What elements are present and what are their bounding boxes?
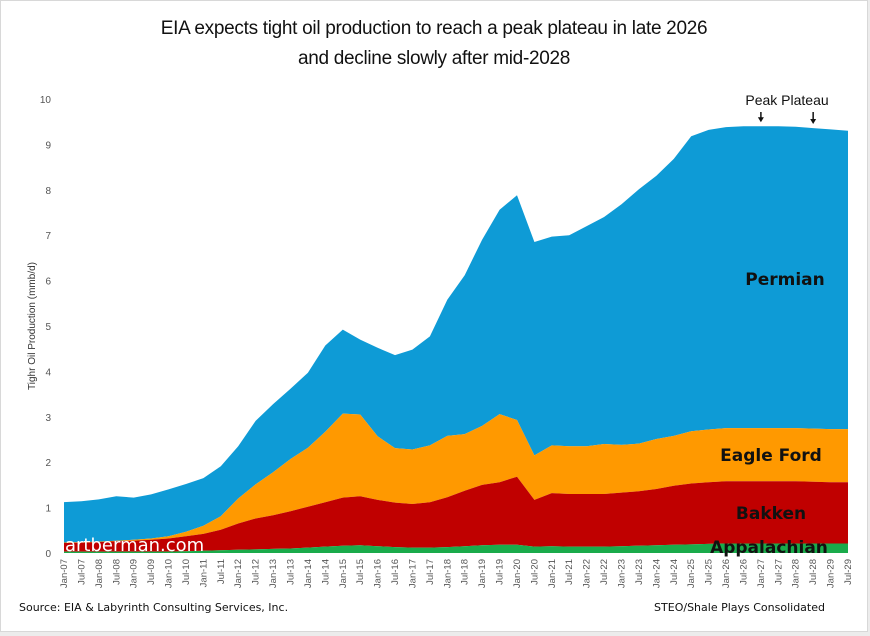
series-label-eagle-ford: Eagle Ford	[720, 446, 822, 466]
x-tick-label: Jan-18	[442, 559, 453, 588]
x-tick-label: Jan-28	[791, 559, 802, 588]
x-tick-label: Jul-24	[669, 559, 680, 585]
x-tick-label: Jan-23	[617, 559, 628, 588]
x-tick-label: Jan-09	[129, 559, 140, 588]
dataset-note: STEO/Shale Plays Consolidated	[654, 601, 825, 614]
x-tick-label: Jul-27	[773, 559, 784, 585]
x-tick-label: Jan-16	[373, 559, 384, 588]
x-tick-label: Jul-13	[285, 559, 296, 585]
x-tick-label: Jul-17	[425, 559, 436, 585]
arrow-head-icon	[810, 119, 817, 125]
x-tick-label: Jan-08	[94, 559, 105, 588]
series-label-appalachian: Appalachian	[710, 538, 828, 558]
x-tick-label: Jul-22	[599, 559, 610, 585]
arrow-head-icon	[757, 117, 764, 123]
y-tick-label: 4	[45, 367, 51, 378]
area-appalachian	[64, 543, 848, 553]
x-tick-label: Jan-22	[582, 559, 593, 588]
x-tick-label: Jan-26	[721, 559, 732, 588]
x-tick-label: Jan-20	[512, 559, 523, 588]
y-axis: 0 1 2 3 4 5 6 7 8 9 10	[40, 95, 52, 560]
x-tick-label: Jan-27	[756, 559, 767, 588]
y-tick-label: 6	[45, 277, 51, 288]
x-tick-label: Jul-18	[460, 559, 471, 585]
x-tick-label: Jan-12	[233, 559, 244, 588]
x-tick-label: Jul-29	[843, 559, 854, 585]
series-label-permian: Permian	[745, 270, 825, 290]
x-tick-label: Jan-14	[303, 559, 314, 588]
x-tick-label: Jul-16	[390, 559, 401, 585]
x-tick-label: Jul-07	[76, 559, 87, 585]
series-labels: Appalachian Bakken Eagle Ford Permian	[710, 270, 828, 558]
x-tick-label: Jan-10	[164, 559, 175, 588]
x-tick-label: Jul-23	[634, 559, 645, 585]
x-tick-label: Jul-26	[738, 559, 749, 585]
x-tick-label: Jul-10	[181, 559, 192, 585]
x-tick-label: Jan-13	[268, 559, 279, 588]
x-tick-label: Jul-21	[564, 559, 575, 585]
x-tick-label: Jul-14	[320, 559, 331, 585]
annotation-text: Peak Plateau	[745, 92, 828, 108]
y-axis-label: Tighr Oil Production (mmb/d)	[27, 262, 38, 390]
watermark: artberman.com	[65, 535, 204, 556]
source-note: Source: EIA & Labyrinth Consulting Servi…	[19, 601, 289, 614]
x-tick-label: Jul-09	[146, 559, 157, 585]
x-tick-label: Jul-15	[355, 559, 366, 585]
x-tick-label: Jul-25	[704, 559, 715, 585]
y-tick-label: 8	[45, 186, 51, 197]
x-tick-label: Jan-07	[59, 559, 70, 588]
y-tick-label: 3	[45, 413, 51, 424]
x-tick-label: Jul-08	[111, 559, 122, 585]
chart-title: EIA expects tight oil production to reac…	[160, 18, 708, 39]
area-permian	[64, 126, 848, 543]
y-tick-label: 0	[45, 549, 51, 560]
area-eagle-ford	[64, 413, 848, 543]
x-tick-label: Jan-24	[651, 559, 662, 588]
series-label-bakken: Bakken	[736, 504, 806, 524]
x-tick-label: Jul-28	[808, 559, 819, 585]
x-tick-label: Jan-19	[477, 559, 488, 588]
x-tick-label: Jul-19	[495, 559, 506, 585]
area-bakken	[64, 476, 848, 552]
x-tick-label: Jul-20	[529, 559, 540, 585]
y-tick-label: 7	[45, 231, 51, 242]
chart-subtitle: and decline slowly after mid-2028	[297, 48, 571, 69]
x-tick-label: Jul-11	[216, 559, 227, 584]
x-tick-label: Jan-11	[198, 559, 209, 587]
x-tick-label: Jan-29	[826, 559, 837, 588]
x-tick-label: Jan-17	[407, 559, 418, 588]
x-axis: Jan-07 Jul-07 Jan-08 Jul-08 Jan-09 Jul-09 Jan-…	[59, 559, 854, 588]
x-tick-label: Jul-12	[251, 559, 262, 585]
x-tick-label: Jan-25	[686, 559, 697, 588]
x-tick-label: Jan-15	[338, 559, 349, 588]
series-areas	[64, 126, 848, 553]
y-tick-label: 9	[45, 140, 51, 151]
y-tick-label: 5	[45, 322, 51, 333]
y-tick-label: 2	[45, 458, 51, 469]
x-tick-label: Jan-21	[547, 559, 558, 588]
y-tick-label: 10	[40, 95, 52, 106]
y-tick-label: 1	[45, 504, 51, 515]
peak-plateau-annotation: Peak Plateau	[745, 92, 829, 125]
